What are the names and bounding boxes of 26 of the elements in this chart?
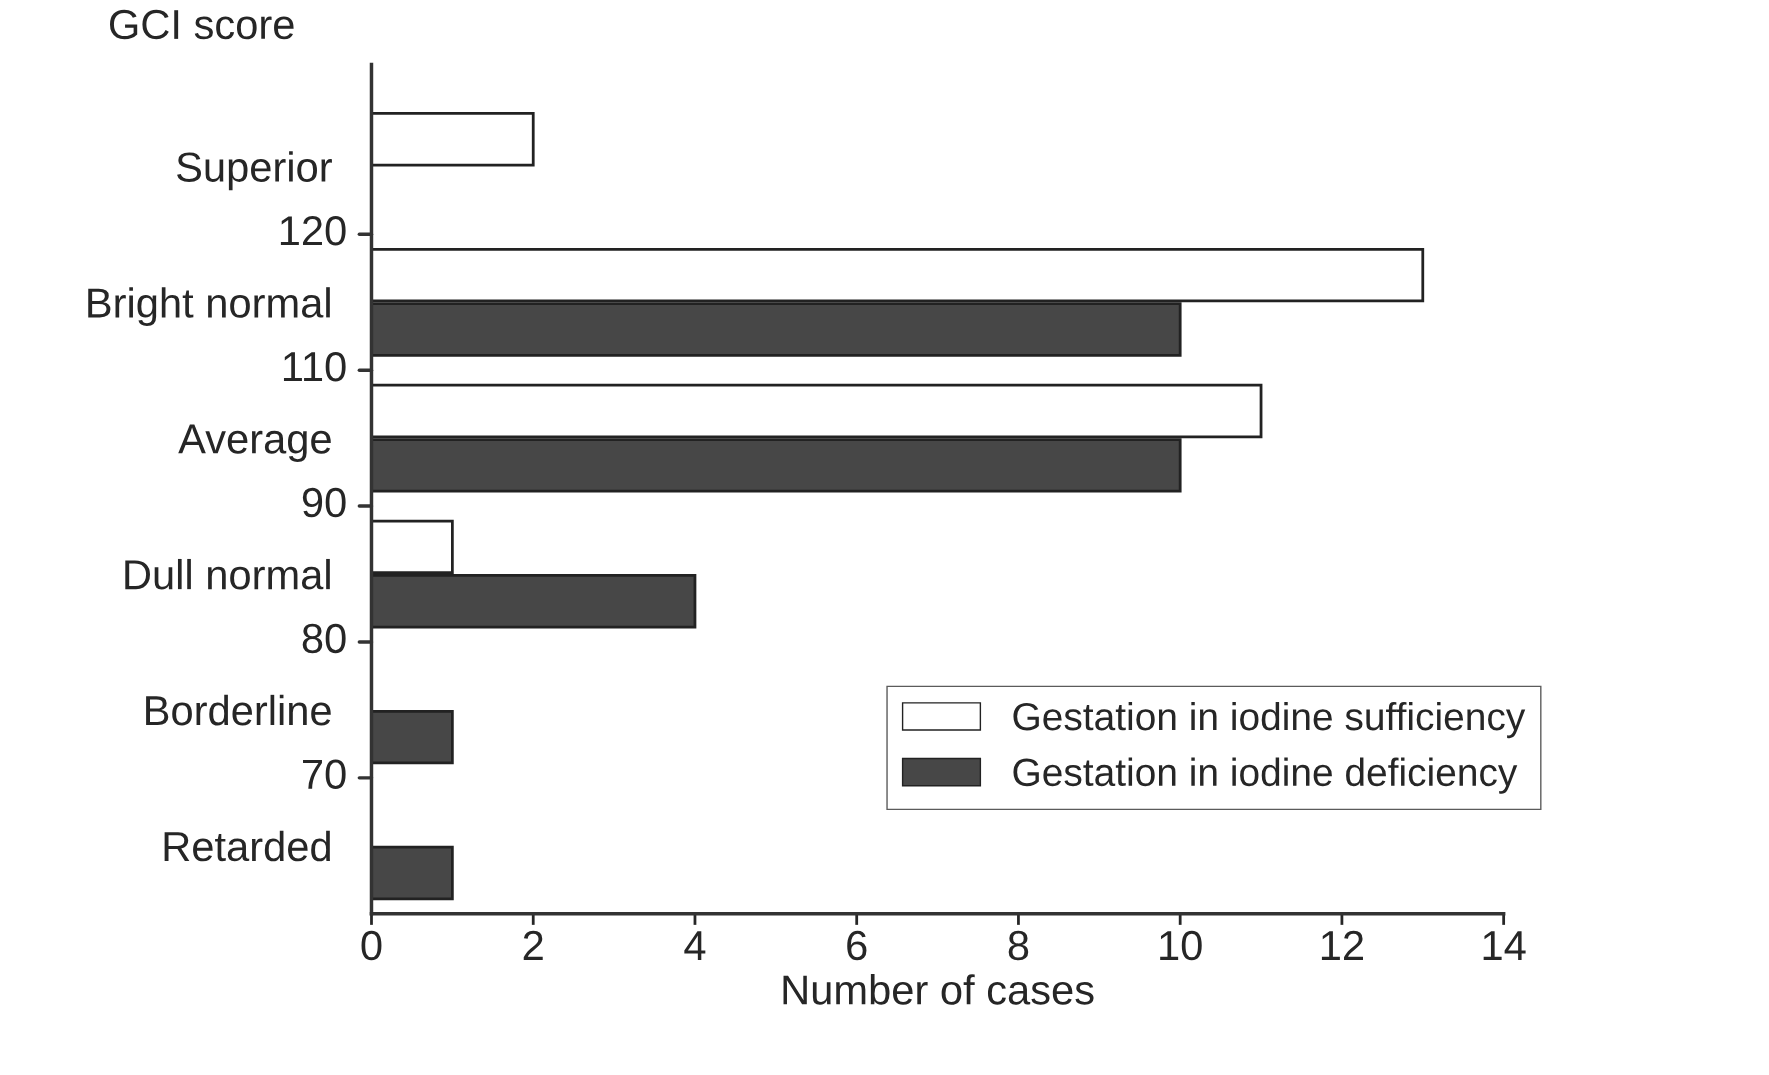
bar — [371, 845, 454, 901]
legend-label: Gestation in iodine sufficiency — [1013, 701, 1526, 739]
y-tick-label: Dull normal — [125, 558, 330, 590]
text: 80 — [302, 623, 346, 654]
y-tick-label: Superior — [177, 151, 332, 191]
text: 120 — [280, 216, 346, 246]
y-axis-title: GCI score — [110, 9, 294, 40]
x-tick-label: 12 — [1321, 930, 1363, 960]
legend-label: Gestation in iodine deficiency — [1013, 757, 1518, 794]
text: 110 — [283, 351, 346, 382]
y-tick-label: Average — [178, 424, 331, 462]
text: 90 — [302, 487, 346, 518]
x-tick-label: 8 — [1008, 930, 1029, 961]
x-tick-label: 6 — [847, 930, 867, 961]
y-tick-label: Bright normal — [88, 287, 330, 327]
x-tick-label: 0 — [361, 930, 382, 961]
text: 70 — [303, 759, 346, 790]
y-tick-label: Borderline — [146, 694, 331, 726]
x-tick-label: 14 — [1483, 931, 1526, 960]
x-tick-label: 2 — [523, 930, 543, 960]
x-tick-label: 10 — [1160, 930, 1202, 961]
bar — [371, 112, 535, 167]
bar — [371, 709, 454, 765]
y-tick-label: Retarded — [164, 830, 330, 862]
x-tick-label: 4 — [684, 931, 706, 960]
x-axis-title: Number of cases — [783, 974, 1094, 1005]
